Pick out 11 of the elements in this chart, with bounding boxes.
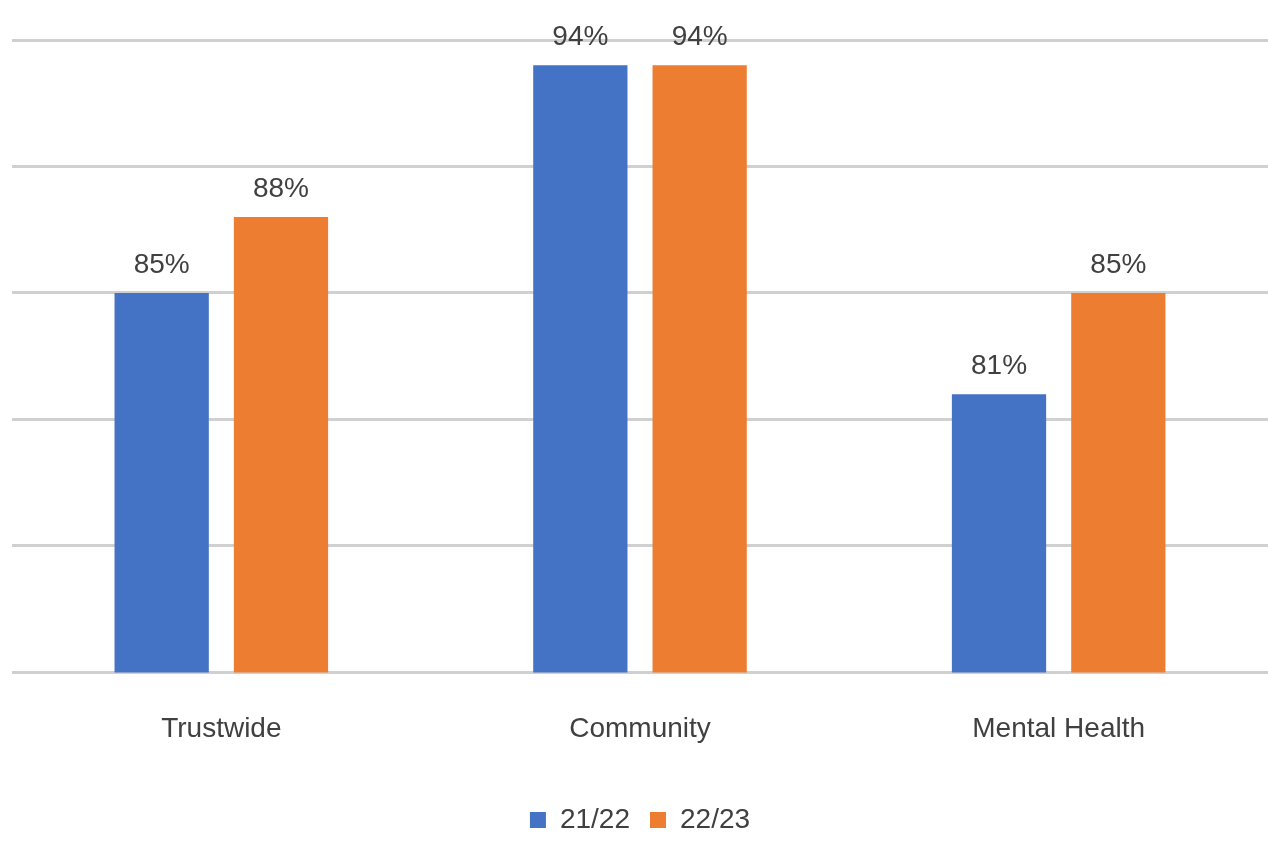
x-tick-label: Mental Health: [972, 711, 1146, 743]
data-label: 94%: [671, 20, 728, 52]
x-tick-label: Trustwide: [161, 711, 282, 743]
data-label: 81%: [970, 348, 1028, 380]
data-label: 94%: [552, 20, 609, 52]
data-label: 85%: [133, 247, 190, 279]
data-label: 85%: [1090, 247, 1147, 279]
legend-label: 21/22: [559, 802, 631, 834]
data-label: 88%: [252, 171, 310, 203]
x-tick-label: Community: [569, 711, 711, 743]
legend-label: 22/23: [680, 802, 751, 834]
